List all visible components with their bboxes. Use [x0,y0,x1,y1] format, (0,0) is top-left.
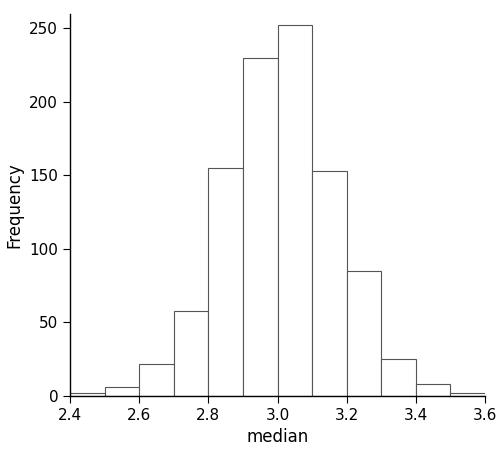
Bar [208,168,243,396]
X-axis label: median: median [246,428,308,446]
Bar [450,393,485,396]
Y-axis label: Frequency: Frequency [6,162,24,248]
Bar [243,58,278,396]
Bar [104,387,139,396]
Bar [139,364,174,396]
Bar [70,393,104,396]
Bar [416,384,450,396]
Bar [312,171,346,396]
Bar [381,359,416,396]
Bar [174,310,208,396]
Bar [278,25,312,396]
Bar [346,271,382,396]
